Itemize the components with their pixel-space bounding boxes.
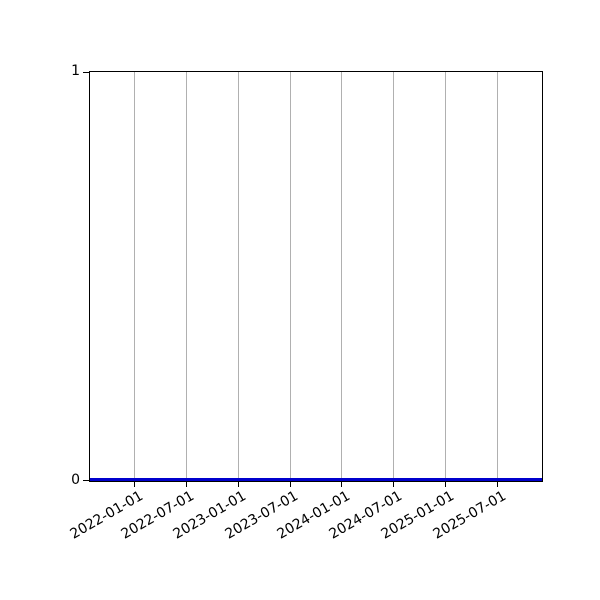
x-tick-mark	[134, 482, 136, 487]
x-tick-mark	[341, 482, 343, 487]
series-line	[90, 478, 542, 481]
y-tick-label: 0	[71, 471, 80, 488]
x-tick-mark	[445, 482, 447, 487]
y-tick-label: 1	[71, 62, 80, 79]
x-gridline	[497, 72, 499, 481]
x-tick-mark	[393, 482, 395, 487]
y-tick-mark	[83, 72, 89, 73]
plot-area	[83, 71, 543, 487]
x-gridline	[185, 72, 187, 481]
x-gridline	[289, 72, 291, 481]
x-gridline	[341, 72, 343, 481]
x-tick-mark	[289, 482, 291, 487]
x-gridline	[237, 72, 239, 481]
x-gridline	[134, 72, 136, 481]
x-gridline	[445, 72, 447, 481]
x-tick-mark	[497, 482, 499, 487]
x-gridline	[393, 72, 395, 481]
x-tick-mark	[185, 482, 187, 487]
y-tick-mark	[83, 480, 89, 481]
x-tick-mark	[237, 482, 239, 487]
